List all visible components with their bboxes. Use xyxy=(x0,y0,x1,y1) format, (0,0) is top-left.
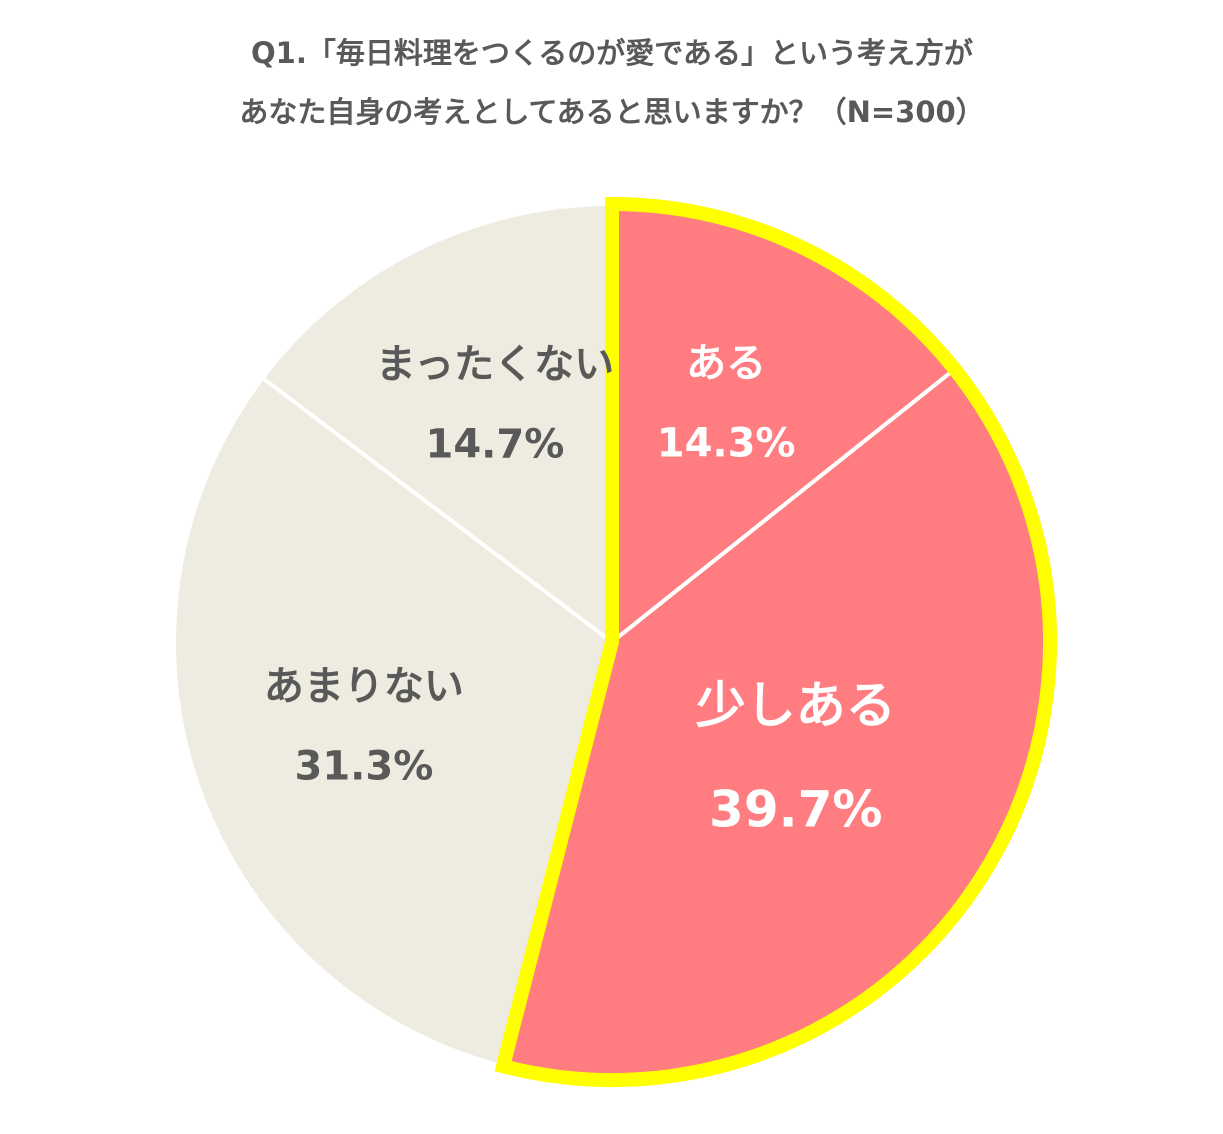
slice-label: まったくない xyxy=(376,342,614,388)
value-label: 39.7% xyxy=(709,781,882,839)
value-label: 14.3% xyxy=(657,420,796,466)
value-label: 31.3% xyxy=(295,744,434,790)
chart-title: Q1.「毎日料理をつくるのが愛である」という考え方が xyxy=(251,36,973,70)
slice-label: 少しある xyxy=(696,677,896,735)
pie-slice xyxy=(259,201,614,647)
slice-label: あまりない xyxy=(264,664,464,710)
value-label: 14.7% xyxy=(426,422,565,468)
chart-title: あなた自身の考えとしてあると思いますか？（N=300） xyxy=(239,95,984,129)
highlight-outline xyxy=(494,196,1057,1087)
pie-slice xyxy=(172,375,615,1069)
slice-label: ある xyxy=(686,340,766,386)
